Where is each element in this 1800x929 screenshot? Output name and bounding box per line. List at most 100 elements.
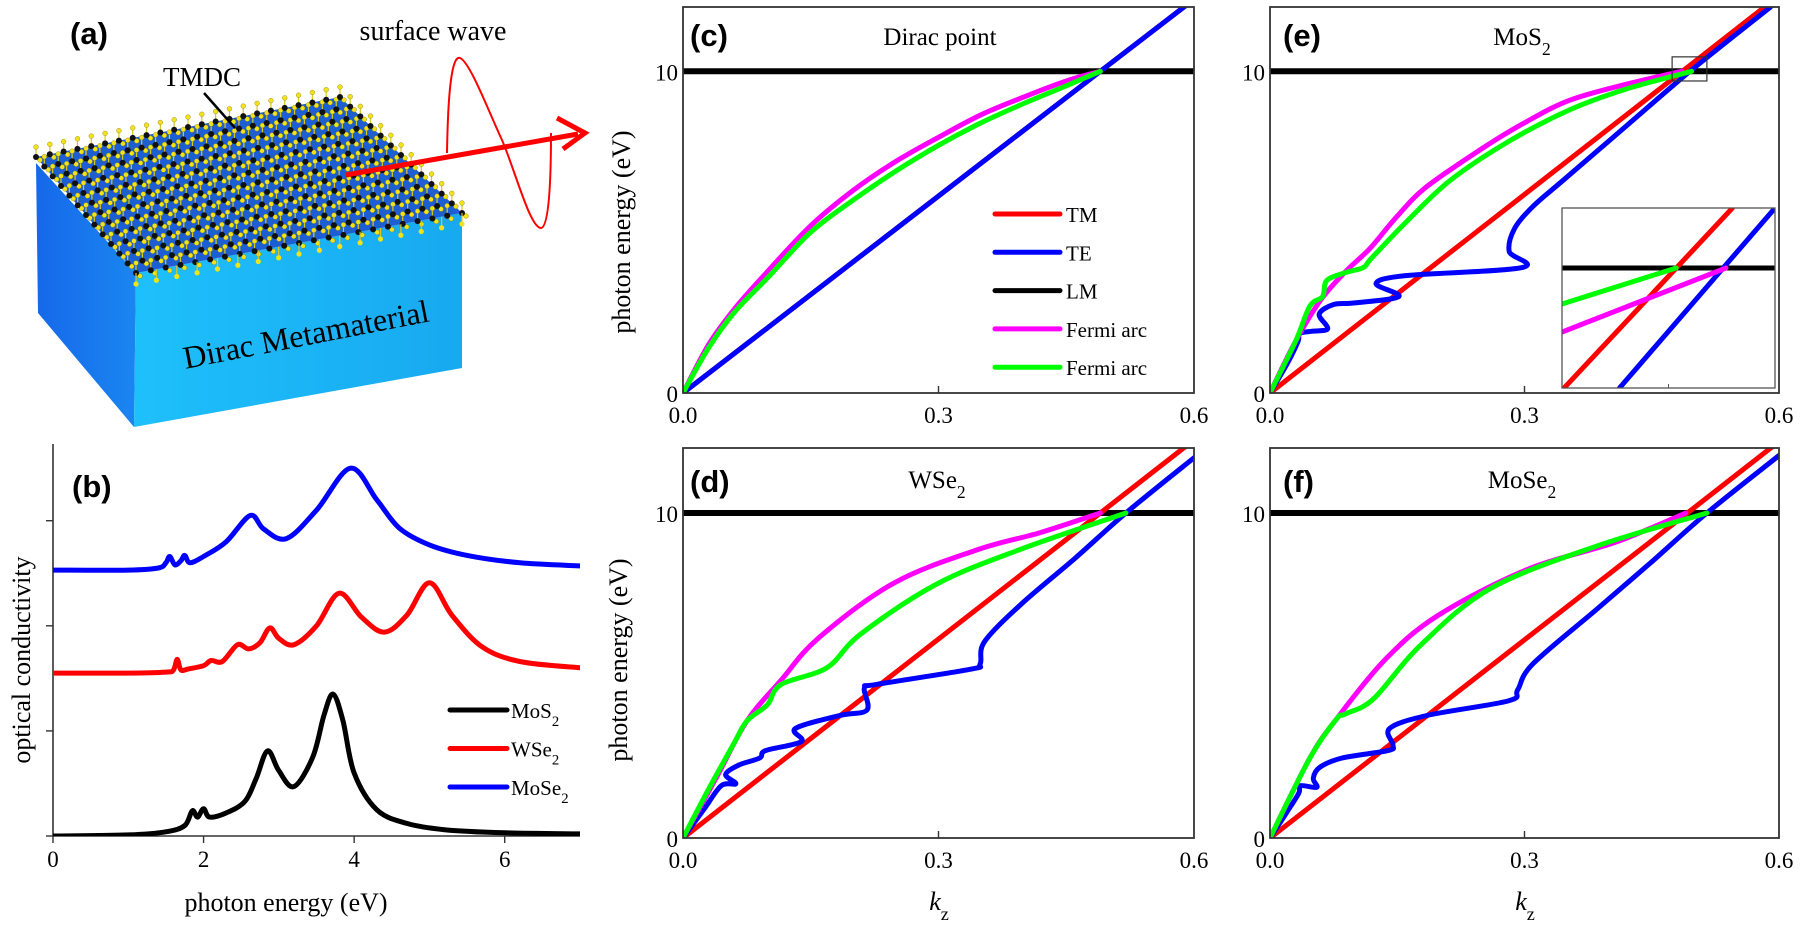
metal-atom (316, 190, 323, 197)
chalcogen-atom (99, 190, 105, 196)
chalcogen-atom (180, 126, 186, 132)
y-tick-label: 10 (1242, 60, 1265, 85)
chalcogen-atom (174, 164, 181, 170)
chalcogen-atom (351, 197, 357, 203)
chalcogen-atom (321, 202, 328, 209)
chalcogen-atom (201, 193, 208, 199)
chalcogen-atom (389, 192, 395, 198)
panel-title: WSe2 (908, 467, 965, 502)
chalcogen-atom (293, 139, 299, 145)
chalcogen-atom (139, 248, 146, 254)
legend-label-subscript: 2 (552, 714, 559, 730)
chalcogen-atom (61, 138, 67, 145)
chalcogen-atom (356, 185, 362, 191)
chalcogen-atom (405, 198, 411, 205)
chalcogen-atom (151, 157, 158, 163)
chalcogen-atom (183, 174, 190, 180)
chalcogen-atom (241, 254, 247, 260)
chalcogen-atom (126, 241, 133, 247)
chalcogen-atom (299, 105, 306, 111)
chalcogen-atom (133, 281, 139, 287)
chalcogen-atom (439, 225, 445, 231)
chalcogen-atom (264, 144, 271, 151)
metal-atom (212, 153, 219, 159)
chalcogen-atom (422, 174, 428, 180)
chalcogen-atom (351, 107, 357, 113)
chart-panel-d: 0.0 0.3 0.6 0 10 (d) WSe2 photon energy (eV) kz (604, 447, 1208, 924)
x-axis-label-subscript: z (941, 904, 949, 924)
metal-atom (418, 171, 425, 178)
chalcogen-atom (172, 208, 178, 214)
metal-atom (248, 226, 255, 233)
metal-atom (55, 160, 62, 167)
chalcogen-atom (120, 254, 126, 260)
x-tick-label: 0.0 (669, 848, 698, 873)
metal-atom (125, 203, 132, 210)
chalcogen-atom (355, 219, 361, 225)
chalcogen-atom (197, 180, 204, 186)
metal-atom (377, 132, 384, 139)
chalcogen-atom (277, 211, 284, 217)
chalcogen-atom (194, 124, 200, 130)
chalcogen-atom (163, 198, 169, 204)
chalcogen-atom (254, 100, 260, 106)
chalcogen-atom (365, 160, 371, 166)
chalcogen-atom (463, 213, 469, 219)
metal-atom (168, 195, 175, 202)
metal-atom (340, 162, 347, 169)
chalcogen-atom (263, 204, 269, 210)
metal-atom (277, 117, 284, 124)
metal-atom (160, 242, 167, 249)
metal-atom (380, 201, 387, 208)
metal-atom (143, 132, 150, 139)
chalcogen-atom (398, 167, 404, 173)
chalcogen-atom (68, 174, 74, 180)
chalcogen-atom (108, 231, 114, 237)
chalcogen-atom (400, 211, 406, 217)
metal-atom (49, 173, 56, 180)
chalcogen-atom (459, 221, 465, 227)
chalcogen-atom (306, 196, 313, 202)
chalcogen-atom (302, 149, 309, 155)
metal-atom (207, 256, 214, 263)
chalcogen-atom (311, 184, 317, 190)
metal-atom (316, 224, 323, 231)
panel-title: Dirac point (883, 24, 996, 51)
chalcogen-atom (86, 167, 92, 174)
metal-atom (312, 168, 319, 175)
chalcogen-atom (158, 258, 164, 264)
inset-series-group (1562, 208, 1775, 388)
chalcogen-atom (82, 171, 88, 177)
chalcogen-atom (224, 209, 231, 215)
metal-atom (240, 113, 247, 120)
chalcogen-atom (116, 241, 122, 247)
series-group (1270, 448, 1779, 838)
chalcogen-atom (164, 245, 170, 252)
series-group (1270, 7, 1779, 393)
chalcogen-atom (222, 244, 228, 250)
legend-label: LM (1066, 280, 1098, 304)
chalcogen-atom (279, 142, 285, 148)
chalcogen-atom (403, 189, 409, 196)
chalcogen-atom (90, 180, 96, 187)
chalcogen-atom (174, 173, 180, 179)
y-tick-label: 10 (655, 60, 678, 85)
chalcogen-atom (320, 228, 326, 234)
metal-atom (369, 157, 376, 164)
metal-atom (147, 267, 154, 274)
metal-atom (105, 162, 112, 169)
chalcogen-atom (383, 170, 389, 176)
metal-atom (77, 167, 84, 174)
metal-atom (91, 221, 98, 228)
chalcogen-atom (347, 94, 353, 100)
metal-atom (83, 155, 90, 162)
metal-atom (403, 174, 410, 181)
chalcogen-atom (156, 145, 163, 151)
chalcogen-atom (143, 122, 150, 128)
chalcogen-atom (158, 201, 165, 207)
metal-atom (341, 197, 348, 204)
metal-atom (198, 121, 205, 128)
chalcogen-atom (219, 212, 226, 219)
chalcogen-atom (349, 153, 355, 160)
chalcogen-atom (291, 130, 298, 136)
